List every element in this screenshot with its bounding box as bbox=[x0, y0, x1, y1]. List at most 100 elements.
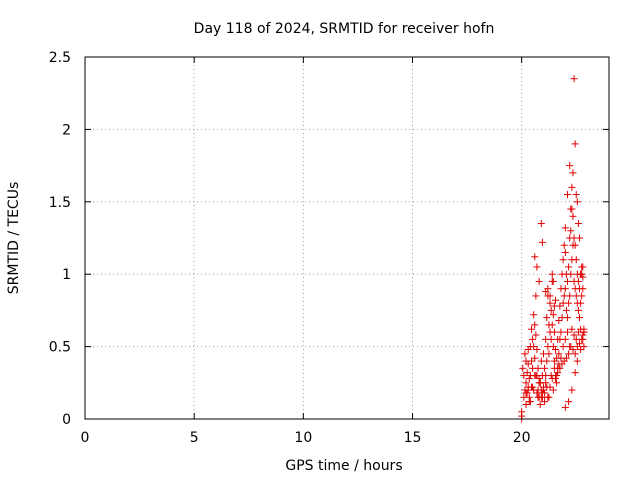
data-point bbox=[579, 335, 587, 343]
data-point bbox=[574, 220, 582, 228]
data-point bbox=[522, 401, 530, 409]
data-point bbox=[564, 314, 572, 322]
data-point bbox=[548, 270, 556, 278]
data-point bbox=[532, 372, 540, 380]
data-point bbox=[546, 299, 554, 307]
data-point bbox=[566, 162, 574, 170]
y-tick-label: 1.5 bbox=[49, 195, 71, 211]
x-tick-label: 15 bbox=[404, 430, 422, 446]
data-point bbox=[567, 270, 575, 278]
data-point bbox=[564, 191, 572, 199]
data-point bbox=[571, 369, 579, 377]
data-point bbox=[536, 379, 544, 387]
data-point bbox=[572, 191, 580, 199]
data-point bbox=[576, 234, 584, 242]
data-point bbox=[540, 386, 547, 394]
gridlines bbox=[85, 57, 609, 419]
x-tick-label: 5 bbox=[190, 430, 199, 446]
data-point bbox=[549, 311, 557, 319]
x-axis-label: GPS time / hours bbox=[285, 458, 402, 474]
data-point bbox=[545, 393, 553, 401]
data-point bbox=[571, 350, 579, 358]
data-point bbox=[535, 277, 543, 285]
data-point bbox=[534, 364, 542, 372]
data-point bbox=[562, 306, 570, 314]
axis-ticks: 0 5 10 15 20 0 0.5 1 1.5 2 2.5 bbox=[49, 50, 609, 446]
chart-title: Day 118 of 2024, SRMTID for receiver hof… bbox=[194, 21, 495, 37]
data-point bbox=[550, 328, 558, 336]
data-point bbox=[578, 292, 586, 300]
data-point bbox=[576, 340, 584, 348]
data-point bbox=[534, 393, 542, 401]
data-point bbox=[580, 343, 588, 351]
data-point bbox=[522, 379, 530, 387]
data-point bbox=[530, 311, 538, 319]
data-point bbox=[579, 273, 587, 281]
data-point bbox=[541, 398, 549, 406]
x-tick-label: 20 bbox=[513, 430, 531, 446]
data-point bbox=[571, 241, 579, 249]
data-point bbox=[533, 345, 541, 353]
data-point bbox=[538, 238, 546, 246]
data-point bbox=[541, 364, 549, 372]
y-tick-label: 1 bbox=[62, 267, 71, 283]
y-axis-label: SRMTID / TECUs bbox=[6, 182, 22, 295]
data-point bbox=[549, 386, 557, 394]
data-point bbox=[530, 343, 538, 351]
data-point bbox=[554, 369, 562, 377]
data-point bbox=[573, 357, 581, 365]
data-point bbox=[523, 369, 531, 377]
data-point bbox=[564, 277, 572, 285]
data-point bbox=[573, 198, 581, 206]
data-point bbox=[531, 354, 539, 362]
data-point bbox=[579, 285, 587, 293]
data-point bbox=[561, 285, 569, 293]
data-point bbox=[577, 345, 585, 353]
data-point bbox=[549, 277, 557, 285]
data-point bbox=[525, 398, 533, 406]
data-point bbox=[580, 328, 588, 336]
y-tick-label: 2 bbox=[62, 122, 71, 138]
data-point bbox=[531, 321, 539, 329]
data-point bbox=[524, 360, 532, 368]
data-point bbox=[574, 277, 582, 285]
data-point bbox=[559, 343, 567, 351]
data-point bbox=[577, 325, 585, 333]
data-point bbox=[576, 314, 584, 322]
data-point bbox=[561, 224, 569, 232]
data-point bbox=[572, 256, 580, 264]
data-point bbox=[565, 398, 573, 406]
data-point bbox=[543, 357, 551, 365]
data-point bbox=[547, 306, 555, 314]
data-point bbox=[552, 374, 560, 382]
data-point bbox=[527, 357, 535, 365]
data-point bbox=[548, 321, 556, 329]
data-point bbox=[532, 292, 540, 300]
data-point bbox=[559, 256, 567, 264]
data-point bbox=[568, 183, 576, 191]
x-tick-label: 0 bbox=[81, 430, 90, 446]
data-point bbox=[562, 354, 570, 362]
data-point bbox=[527, 383, 535, 391]
data-point bbox=[565, 350, 573, 358]
data-point bbox=[577, 299, 585, 307]
plot-frame bbox=[84, 56, 610, 420]
data-point bbox=[570, 75, 578, 83]
data-point bbox=[569, 169, 577, 177]
data-point bbox=[519, 364, 527, 372]
data-point bbox=[518, 408, 526, 416]
data-point bbox=[545, 350, 553, 358]
y-tick-label: 2.5 bbox=[49, 50, 71, 66]
data-point bbox=[578, 263, 586, 271]
data-point bbox=[543, 383, 551, 391]
data-point bbox=[553, 379, 561, 387]
data-point bbox=[567, 227, 575, 235]
data-point bbox=[570, 331, 578, 339]
data-point bbox=[532, 331, 540, 339]
data-point bbox=[521, 350, 529, 358]
data-point bbox=[537, 220, 545, 228]
data-point bbox=[557, 328, 565, 336]
data-point bbox=[546, 292, 554, 300]
data-point bbox=[561, 335, 569, 343]
